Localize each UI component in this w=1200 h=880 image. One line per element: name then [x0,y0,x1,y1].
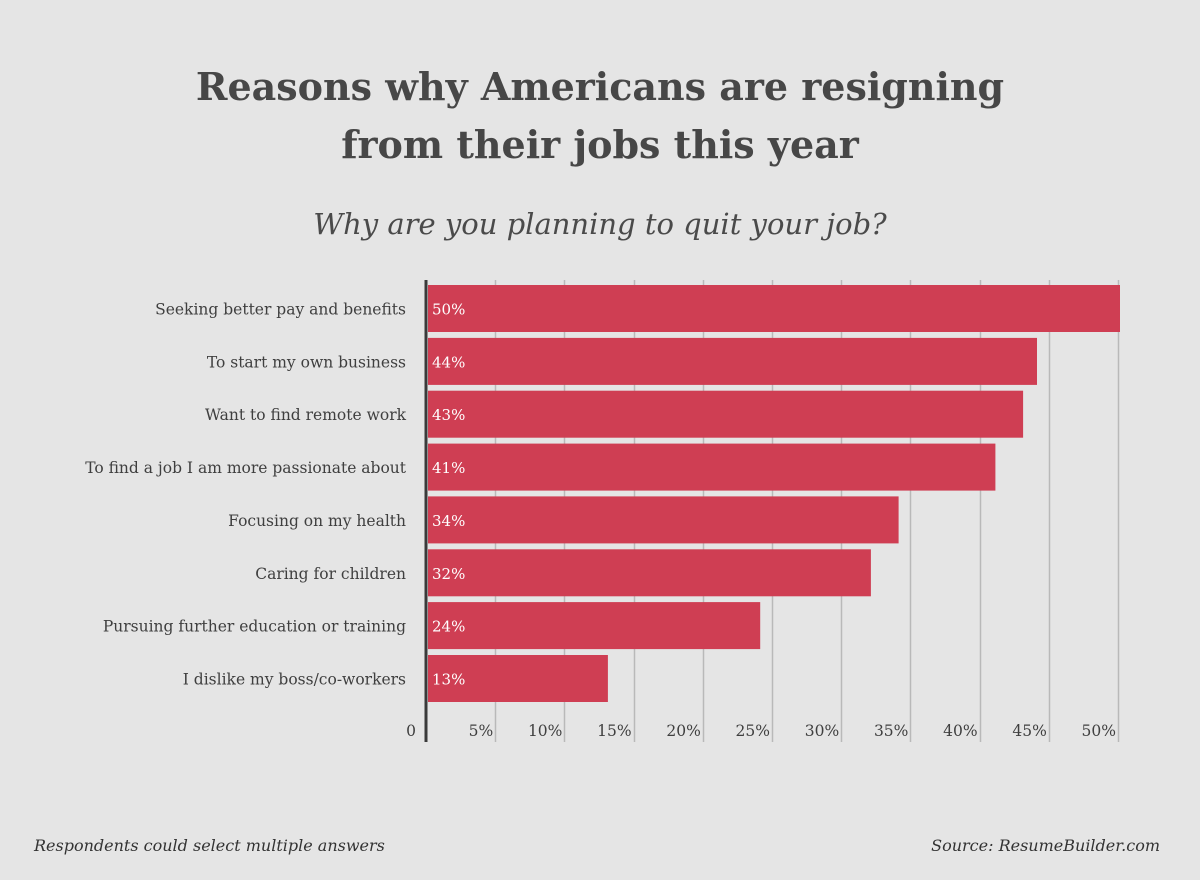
category-label-4: To find a job I am more passionate about [85,459,407,477]
chart-subtitle: Why are you planning to quit your job? [313,207,887,241]
x-tick-label-30: 30% [805,722,839,740]
bar-value-label-2: 44% [432,353,465,371]
category-label-3: Want to find remote work [205,406,407,424]
chart-title: Reasons why Americans are resigning from… [0,58,1200,174]
x-tick-label-45: 45% [1012,722,1046,740]
x-tick-label-0: 0 [406,722,416,740]
chart-title-line-1: Reasons why Americans are resigning [195,64,1005,109]
bar-4 [428,443,996,491]
bar-6 [428,549,871,597]
bar-value-label-4: 41% [432,459,465,477]
bar-value-label-6: 32% [432,565,465,583]
category-label-6: Caring for children [255,565,406,583]
bar-7 [428,602,761,650]
x-tick-label-35: 35% [874,722,908,740]
bar-value-label-7: 24% [432,618,465,636]
bar-value-label-5: 34% [432,512,465,530]
category-label-1: Seeking better pay and benefits [155,301,406,319]
x-tick-label-25: 25% [736,722,770,740]
bar-2 [428,337,1037,385]
x-tick-label-15: 15% [597,722,631,740]
bar-3 [428,390,1024,438]
x-tick-label-20: 20% [666,722,700,740]
bar-1 [428,285,1120,332]
category-label-5: Focusing on my health [228,512,406,530]
category-label-7: Pursuing further education or training [103,618,406,636]
x-tick-label-40: 40% [943,722,977,740]
x-tick-label-10: 10% [528,722,562,740]
chart-title-line-2: from their jobs this year [341,122,859,167]
source-credit: Source: ResumeBuilder.com [931,836,1160,855]
x-tick-label-50: 50% [1082,722,1116,740]
bar-8 [428,655,608,702]
category-label-2: To start my own business [207,353,406,371]
footnote-multiple-answers: Respondents could select multiple answer… [34,836,385,855]
bar-5 [428,496,899,544]
bar-value-label-8: 13% [432,671,465,689]
bar-value-label-3: 43% [432,406,465,424]
bar-value-label-1: 50% [432,301,465,319]
category-label-8: I dislike my boss/co-workers [183,671,406,689]
x-tick-label-5: 5% [469,722,494,740]
